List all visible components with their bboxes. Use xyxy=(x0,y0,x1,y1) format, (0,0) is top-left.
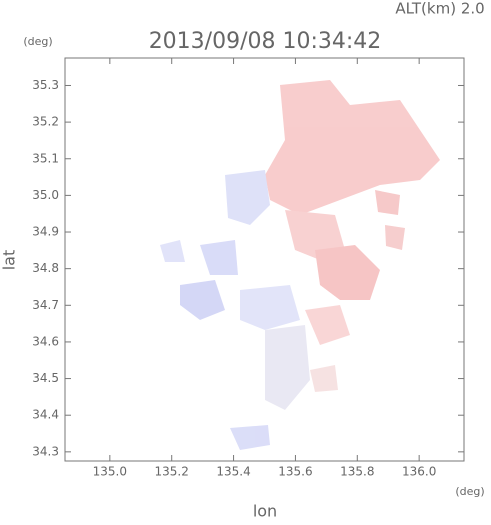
red-echo xyxy=(385,225,405,250)
x-axis-label: lon xyxy=(253,502,277,521)
x-unit: (deg) xyxy=(455,485,484,498)
y-unit: (deg) xyxy=(23,35,52,48)
blue-echo xyxy=(180,280,225,320)
y-tick-label: 35.1 xyxy=(32,151,59,165)
chart-title: 2013/09/08 10:34:42 xyxy=(149,29,382,54)
x-tick-label: 135.4 xyxy=(216,465,250,479)
x-tick-label: 135.8 xyxy=(340,465,374,479)
blue-echo xyxy=(160,240,185,262)
blue-echo xyxy=(225,170,270,225)
y-tick-label: 34.4 xyxy=(32,408,59,422)
x-tick-label: 135.6 xyxy=(278,465,312,479)
x-tick-label: 135.0 xyxy=(93,465,127,479)
red-echo xyxy=(375,190,400,215)
y-tick-label: 35.3 xyxy=(32,78,59,92)
mixed-echo xyxy=(265,325,310,410)
red-echo xyxy=(285,210,345,260)
altitude-label: ALT(km) 2.0 xyxy=(395,0,484,18)
y-tick-label: 34.9 xyxy=(32,225,59,239)
y-tick-label: 34.7 xyxy=(32,298,59,312)
y-tick-label: 34.5 xyxy=(32,371,59,385)
blue-echo xyxy=(240,285,300,330)
red-echo xyxy=(305,305,350,345)
y-tick-label: 35.2 xyxy=(32,115,59,129)
red-echo xyxy=(310,365,338,392)
x-tick-label: 136.0 xyxy=(402,465,436,479)
red-echo xyxy=(315,245,380,300)
blue-echo xyxy=(200,240,238,275)
x-tick-label: 135.2 xyxy=(155,465,189,479)
y-axis-label: lat xyxy=(0,250,19,271)
velocity-field xyxy=(160,80,440,450)
y-tick-label: 34.6 xyxy=(32,334,59,348)
plot-frame xyxy=(64,57,465,462)
y-tick-label: 34.8 xyxy=(32,261,59,275)
blue-echo xyxy=(230,425,270,450)
y-tick-label: 34.3 xyxy=(32,444,59,458)
y-tick-label: 35.0 xyxy=(32,188,59,202)
axes: 135.0 135.2 135.4 135.6 135.8 136.0 34.3 34.4 34… xyxy=(32,58,464,479)
red-echo xyxy=(265,80,440,215)
